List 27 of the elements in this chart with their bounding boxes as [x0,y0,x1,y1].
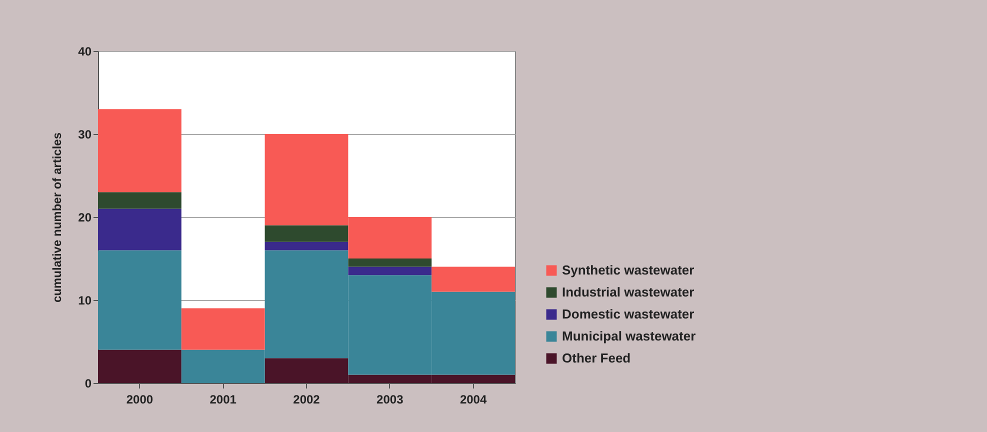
bar [348,266,432,276]
x-tick-label: 2004 [460,392,487,406]
bar [432,266,515,292]
x-tick-label: 2003 [376,392,404,406]
legend-label: Other Feed [562,350,631,366]
bar [348,258,432,267]
legend-label: Municipal wastewater [562,328,696,344]
bar [98,192,182,209]
y-tick-label: 30 [78,128,92,142]
x-tick-label: 2000 [126,392,154,406]
y-axis-title: cumulative number of articles [50,132,64,303]
bar [98,208,182,250]
y-tick-label: 10 [78,294,92,308]
bar [264,242,348,250]
bar [264,225,348,242]
legend-label: Industrial wastewater [562,284,694,300]
bar [98,109,182,192]
y-tick-label: 20 [78,210,92,224]
legend-label: Synthetic wastewater [562,262,694,278]
bar [181,308,265,350]
bar [98,350,182,383]
bar [98,250,182,350]
x-tick-label: 2001 [210,392,237,406]
y-tick-label: 0 [84,376,92,390]
y-tick-label: 40 [78,44,92,58]
x-tick-label: 2002 [293,392,320,406]
legend-label: Domestic wastewater [562,306,694,322]
